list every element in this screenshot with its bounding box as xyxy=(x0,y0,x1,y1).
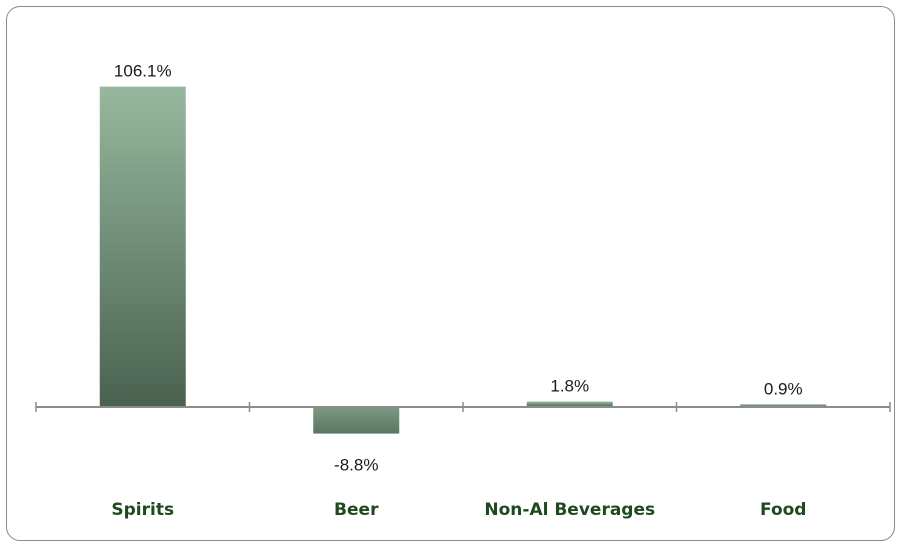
data-label-spirits: 106.1% xyxy=(114,62,172,81)
bar-food xyxy=(740,404,827,407)
data-label-beer: -8.8% xyxy=(334,456,378,475)
category-label-non-al-beverages: Non-Al Beverages xyxy=(484,500,655,520)
data-label-food: 0.9% xyxy=(764,379,803,398)
bar-beer xyxy=(313,407,400,434)
bar-spirits xyxy=(99,86,186,407)
bar-non-al-beverages xyxy=(526,401,613,407)
category-label-food: Food xyxy=(760,500,806,520)
data-label-non-al-beverages: 1.8% xyxy=(550,377,589,396)
category-label-beer: Beer xyxy=(334,500,379,520)
category-label-spirits: Spirits xyxy=(111,500,174,520)
